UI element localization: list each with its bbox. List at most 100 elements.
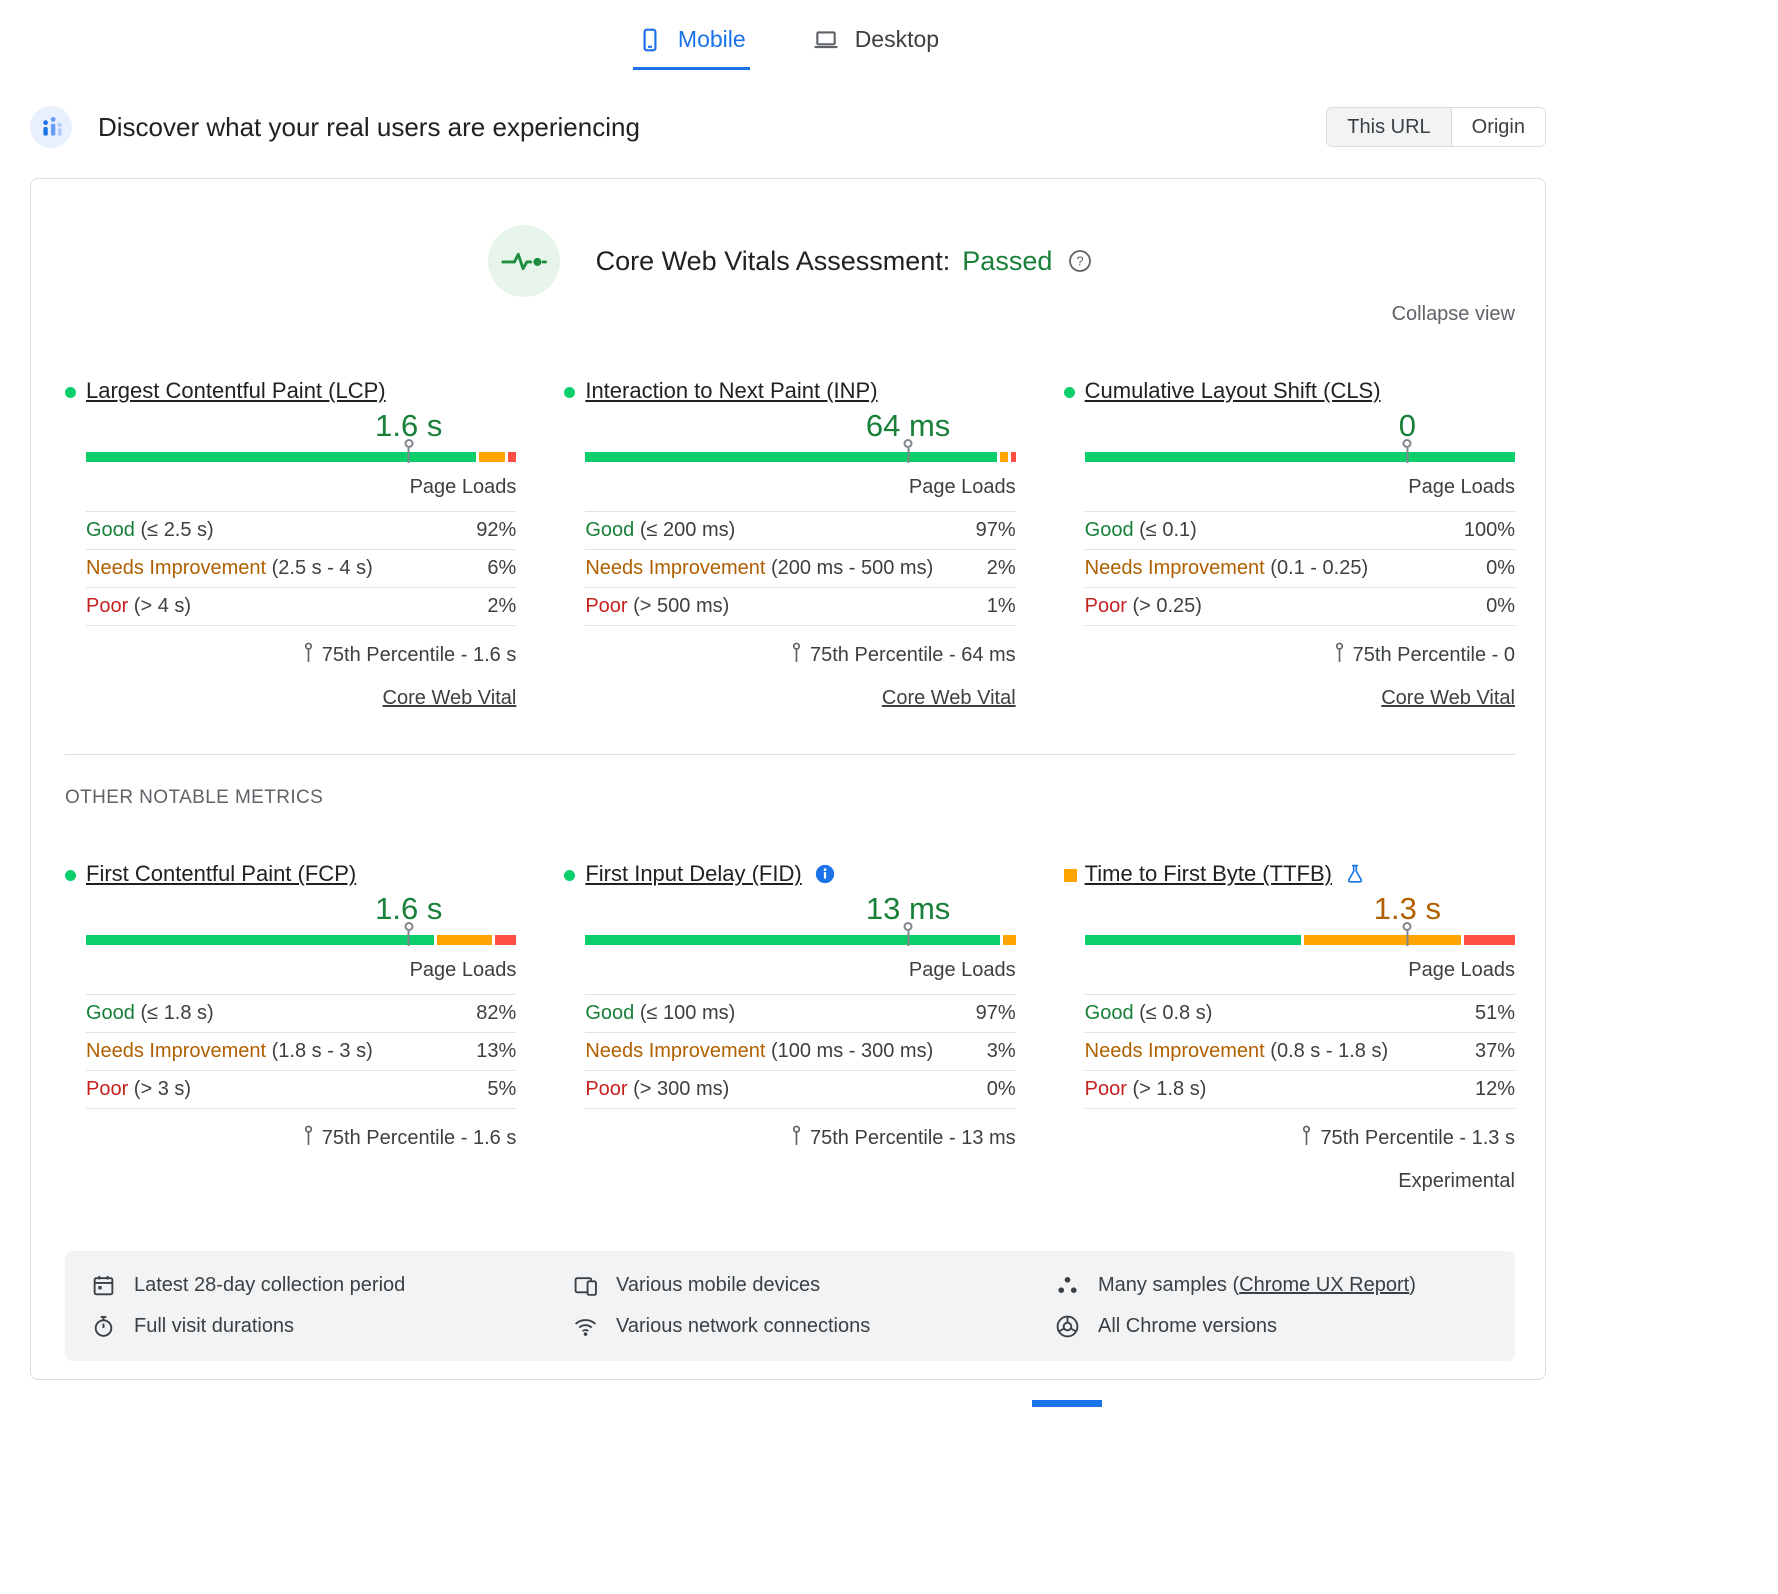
bar-segment-ni	[479, 452, 505, 462]
metric-rows: Good (≤ 1.8 s) 82% Needs Improvement (1.8 …	[86, 994, 517, 1109]
samples-icon	[1055, 1273, 1080, 1298]
metric-name[interactable]: Time to First Byte (TTFB)	[1084, 861, 1332, 886]
devices-label: Various mobile devices	[616, 1274, 821, 1296]
distribution-bar	[1084, 922, 1515, 946]
percentile-marker-stem	[407, 448, 410, 463]
section-divider	[65, 754, 1515, 755]
metric-value: 13 ms	[865, 891, 951, 926]
core-web-vital-link[interactable]: Core Web Vital	[382, 687, 517, 709]
threshold-range: (> 500 ms)	[627, 595, 730, 617]
percentile-marker	[1402, 439, 1412, 463]
threshold-label-group: Good (≤ 0.1)	[1085, 519, 1197, 542]
metric-title-row: First Contentful Paint (FCP)	[86, 861, 516, 887]
core-web-vital-link[interactable]: Core Web Vital	[1381, 687, 1515, 709]
threshold-row: Good (≤ 2.5 s) 92%	[86, 511, 517, 549]
threshold-row: Poor (> 1.8 s) 12%	[1084, 1070, 1515, 1109]
tab-mobile[interactable]: Mobile	[632, 20, 750, 70]
threshold-row: Needs Improvement (0.8 s - 1.8 s) 37%	[1084, 1032, 1515, 1070]
bar-segment-poor	[507, 452, 517, 462]
data-collection-footer: Latest 28-day collection period Full vis…	[65, 1251, 1515, 1361]
threshold-label: Good	[1084, 519, 1134, 541]
threshold-row: Good (≤ 0.1) 100%	[1084, 511, 1515, 549]
threshold-range: (> 0.25)	[1126, 595, 1202, 617]
bar-segment-ni	[1304, 935, 1462, 945]
collapse-view-button[interactable]: Collapse view	[1391, 303, 1515, 325]
percentile-text: 75th Percentile - 64 ms	[810, 644, 1016, 666]
threshold-pct: 97%	[975, 519, 1016, 541]
real-users-icon	[30, 106, 72, 148]
cwv-assessment: Core Web Vitals Assessment: Passed ?	[65, 225, 1515, 297]
metric-link-row: Core Web Vital	[585, 687, 1016, 710]
distribution-bar	[1084, 439, 1515, 463]
metric-title-row: Cumulative Layout Shift (CLS)	[1085, 378, 1515, 404]
field-data-page: Mobile Desktop Discover what your real u…	[30, 0, 1546, 1380]
metric-value: 1.3 s	[1373, 891, 1442, 926]
threshold-row: Needs Improvement (2.5 s - 4 s) 6%	[86, 549, 517, 587]
samples-item: Many samples (Chrome UX Report)	[1055, 1273, 1489, 1298]
threshold-label: Needs Improvement	[1084, 557, 1265, 579]
metric-card: Cumulative Layout Shift (CLS) 0 Page Loa…	[1063, 378, 1515, 710]
percentile-marker	[903, 439, 913, 463]
threshold-label: Needs Improvement	[86, 1040, 267, 1062]
percentile-marker-head	[1402, 439, 1412, 448]
threshold-pct: 0%	[1486, 557, 1515, 579]
core-web-vital-link[interactable]: Core Web Vital	[881, 687, 1016, 709]
threshold-label: Needs Improvement	[86, 557, 267, 579]
threshold-row: Needs Improvement (0.1 - 0.25) 0%	[1084, 549, 1515, 587]
help-icon[interactable]: ?	[1068, 249, 1092, 273]
metric-link-row: Core Web Vital	[1085, 687, 1515, 710]
bar-segment-poor	[1011, 452, 1016, 462]
threshold-pct: 2%	[487, 595, 517, 617]
info-icon[interactable]	[814, 863, 836, 885]
threshold-label-group: Poor (> 0.25)	[1085, 595, 1202, 618]
threshold-label-group: Needs Improvement (0.8 s - 1.8 s)	[1085, 1040, 1388, 1063]
mobile-phone-icon	[637, 27, 663, 53]
threshold-range: (> 1.8 s)	[1126, 1078, 1207, 1100]
threshold-pct: 12%	[1474, 1078, 1515, 1100]
experiment-flask-icon[interactable]	[1344, 863, 1366, 885]
metric-value-row: 64 ms	[585, 404, 1015, 452]
metric-name[interactable]: First Input Delay (FID)	[585, 861, 802, 886]
threshold-pct: 0%	[1486, 595, 1515, 617]
connections-label: Various network connections	[616, 1315, 871, 1337]
threshold-label: Poor	[585, 1078, 628, 1100]
threshold-pct: 37%	[1474, 1040, 1515, 1062]
threshold-pct: 0%	[986, 1078, 1016, 1100]
metric-rows: Good (≤ 2.5 s) 92% Needs Improvement (2.5 …	[86, 511, 517, 626]
threshold-label: Good	[86, 1002, 135, 1024]
metric-name[interactable]: Cumulative Layout Shift (CLS)	[1084, 378, 1381, 403]
samples-prefix: Many samples (	[1098, 1274, 1240, 1296]
tab-desktop[interactable]: Desktop	[808, 20, 943, 70]
chrome-ux-report-link[interactable]: Chrome UX Report	[1239, 1274, 1410, 1296]
metric-name[interactable]: Largest Contentful Paint (LCP)	[86, 378, 386, 403]
percentile-row: 75th Percentile - 1.6 s	[86, 1125, 516, 1152]
svg-text:?: ?	[1077, 254, 1084, 269]
threshold-pct: 82%	[476, 1002, 517, 1024]
metric-value: 0	[1398, 408, 1417, 443]
metric-title-row: Largest Contentful Paint (LCP)	[86, 378, 516, 404]
distribution-bar	[86, 439, 517, 463]
threshold-row: Poor (> 500 ms) 1%	[585, 587, 1016, 626]
threshold-label: Good	[1084, 1002, 1134, 1024]
threshold-row: Good (≤ 200 ms) 97%	[585, 511, 1016, 549]
distribution-bar	[585, 922, 1016, 946]
threshold-label-group: Poor (> 500 ms)	[585, 595, 729, 618]
percentile-marker	[1402, 922, 1412, 946]
threshold-pct: 5%	[487, 1078, 517, 1100]
threshold-label: Poor	[1084, 1078, 1127, 1100]
this-url-button[interactable]: This URL	[1327, 108, 1452, 146]
percentile-text: 75th Percentile - 0	[1352, 644, 1515, 666]
threshold-row: Good (≤ 0.8 s) 51%	[1084, 994, 1515, 1032]
threshold-label: Needs Improvement	[1084, 1040, 1265, 1062]
percentile-marker	[404, 439, 414, 463]
bar-segment-ni	[999, 452, 1009, 462]
bar-segment-good	[1084, 452, 1515, 462]
bar-segment-poor	[495, 935, 517, 945]
percentile-marker-stem	[907, 448, 910, 463]
metric-card: Interaction to Next Paint (INP) 64 ms Pa…	[564, 378, 1016, 710]
metric-name[interactable]: First Contentful Paint (FCP)	[86, 861, 357, 886]
percentile-marker-stem	[1406, 448, 1409, 463]
origin-button[interactable]: Origin	[1451, 108, 1545, 146]
visit-durations-item: Full visit durations	[91, 1314, 525, 1339]
metric-name[interactable]: Interaction to Next Paint (INP)	[585, 378, 878, 403]
